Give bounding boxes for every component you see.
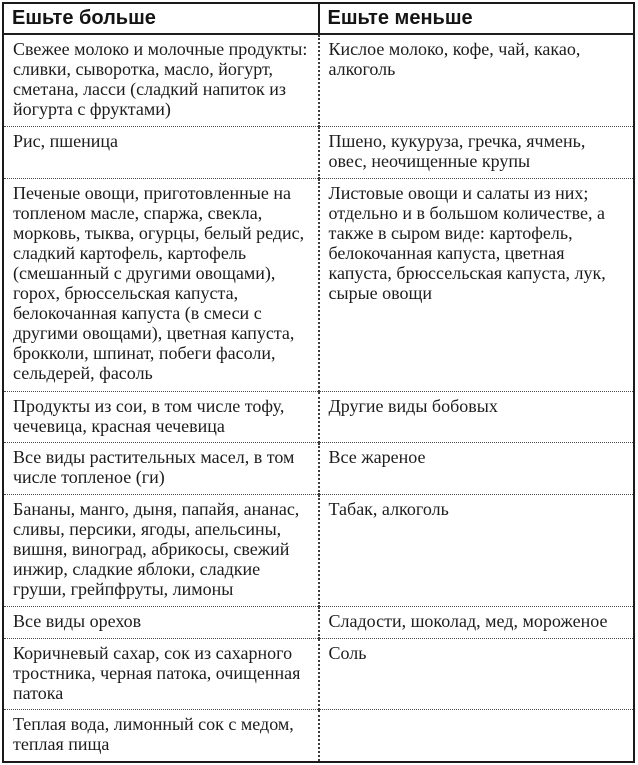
table-row: Теплая вода, лимонный сок с медом, тепла…: [3, 709, 634, 762]
eat-more-cell: Печеные овощи, приготовленные на топлено…: [3, 177, 320, 392]
eat-less-cell: Кислое молоко, кофе, чай, какао, алкогол…: [318, 33, 634, 127]
eat-more-cell: Свежее молоко и молочные продукты: сливк…: [3, 33, 320, 127]
column-header-eat-less: Ешьте меньше: [318, 3, 634, 35]
eat-more-cell: Рис, пшеница: [3, 126, 320, 179]
eat-more-cell: Коричневый сахар, сок из сахарного трост…: [3, 637, 320, 710]
eat-more-cell: Все виды орехов: [3, 606, 320, 639]
table-row: Все виды орехов Сладости, шоколад, мед, …: [3, 606, 634, 639]
table-row: Продукты из сои, в том числе тофу, чечев…: [3, 390, 634, 443]
eat-less-cell: Все жареное: [318, 442, 634, 495]
table-row: Все виды растительных масел, в том числе…: [3, 442, 634, 495]
eat-less-cell: [318, 709, 634, 762]
eat-more-cell: Продукты из сои, в том числе тофу, чечев…: [3, 390, 320, 443]
table-row: Печеные овощи, приготовленные на топлено…: [3, 177, 634, 392]
column-header-eat-more: Ешьте больше: [3, 3, 320, 35]
table-row: Свежее молоко и молочные продукты: сливк…: [3, 33, 634, 127]
table-header-row: Ешьте больше Ешьте меньше: [3, 3, 634, 35]
eat-less-cell: Соль: [318, 637, 634, 710]
eat-less-cell: Другие виды бобовых: [318, 390, 634, 443]
eat-less-cell: Листовые овощи и салаты из них; отдельно…: [318, 177, 634, 392]
table-row: Рис, пшеница Пшено, кукуруза, гречка, яч…: [3, 126, 634, 179]
eat-less-cell: Табак, алкоголь: [318, 494, 634, 607]
table-row: Коричневый сахар, сок из сахарного трост…: [3, 637, 634, 710]
eat-more-cell: Все виды растительных масел, в том числе…: [3, 442, 320, 495]
eat-less-cell: Пшено, кукуруза, гречка, ячмень, овес, н…: [318, 126, 634, 179]
eat-more-cell: Бананы, манго, дыня, папайя, ананас, сли…: [3, 494, 320, 607]
eat-less-cell: Сладости, шоколад, мед, мороженое: [318, 606, 634, 639]
eat-more-cell: Теплая вода, лимонный сок с медом, тепла…: [3, 709, 320, 762]
table-row: Бананы, манго, дыня, папайя, ананас, сли…: [3, 494, 634, 607]
